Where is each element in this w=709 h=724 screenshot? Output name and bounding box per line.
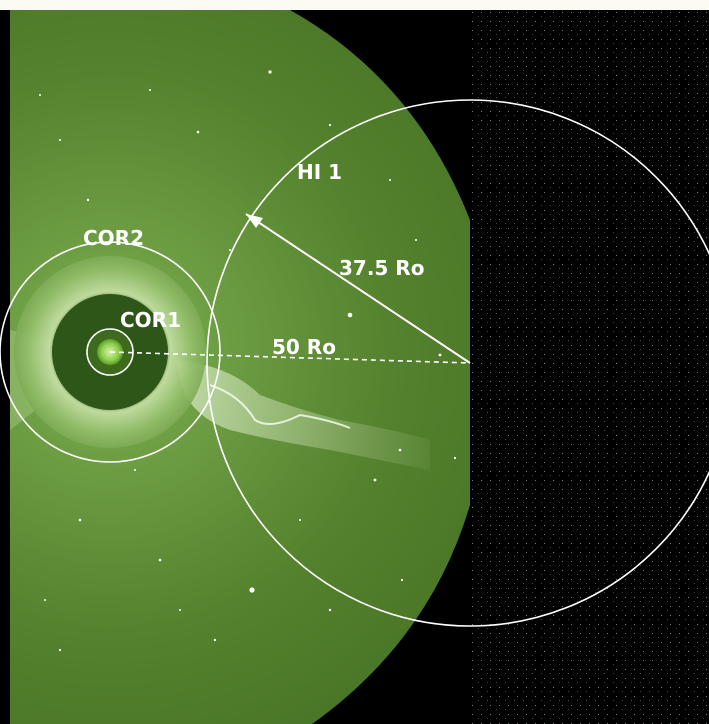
radius-37-label: 37.5 Ro xyxy=(339,256,424,280)
cor2-label: COR2 xyxy=(83,226,144,250)
fifty-ro-dashed-line xyxy=(109,351,471,364)
fov-overlays xyxy=(0,99,709,627)
star-field xyxy=(39,70,457,652)
distance-50-label: 50 Ro xyxy=(272,335,336,359)
cor2-fov-circle xyxy=(0,241,221,463)
cor1-label: COR1 xyxy=(120,308,181,332)
radius-arrow-head xyxy=(246,214,263,228)
hi1-label: HI 1 xyxy=(297,160,342,184)
radius-arrow-line xyxy=(245,213,471,364)
hi1-image-field xyxy=(10,10,470,724)
hi1-fov-circle xyxy=(206,99,709,627)
cme-filament xyxy=(209,384,351,429)
space-noise xyxy=(470,10,709,724)
